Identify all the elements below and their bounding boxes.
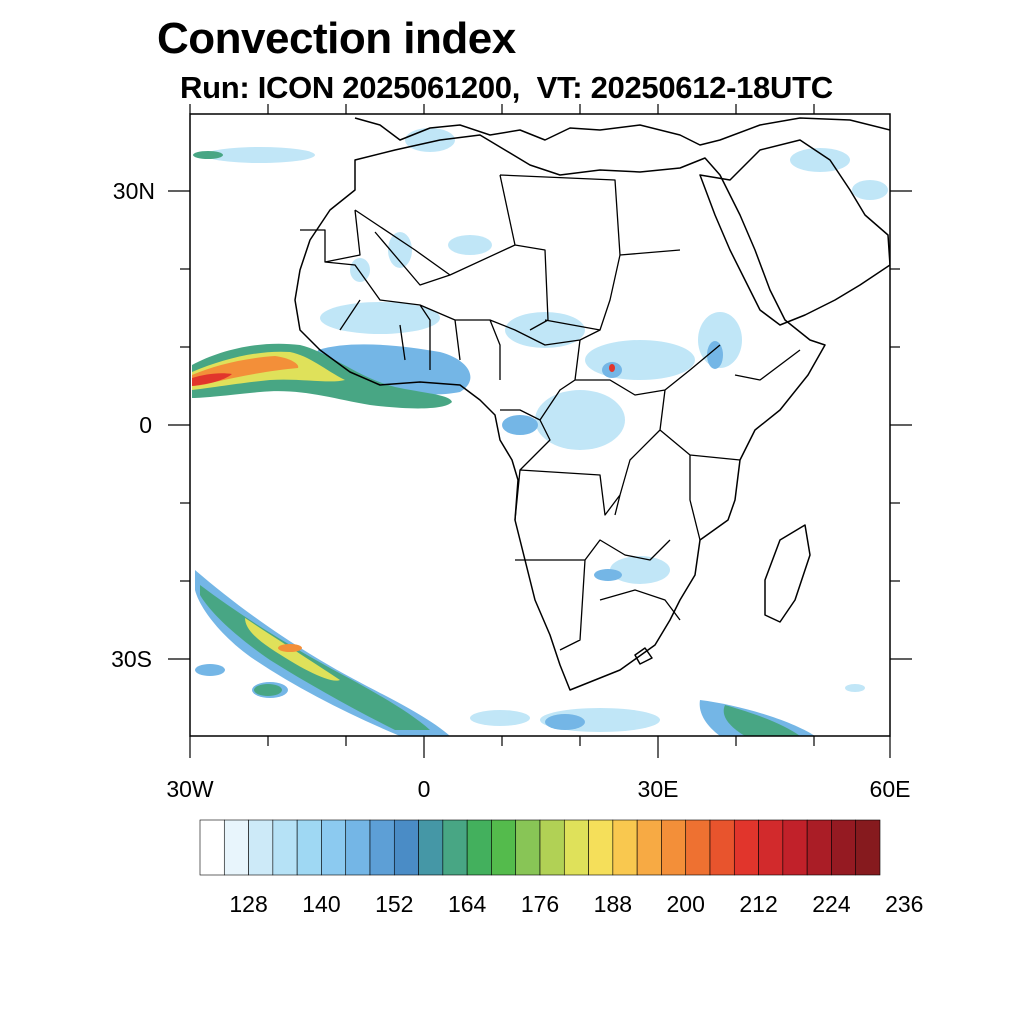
colorbar-swatch xyxy=(685,819,711,876)
colorbar-swatch xyxy=(758,819,784,876)
lat-label-30s: 30S xyxy=(111,646,152,672)
convection-field xyxy=(192,128,888,736)
lesotho-border xyxy=(634,647,653,665)
colorbar-labels: 128 140 152 164 176 188 200 212 224 236 xyxy=(229,891,923,917)
coastlines-and-borders xyxy=(294,117,890,691)
colorbar-swatch xyxy=(782,819,808,876)
lon-label-30w: 30W xyxy=(166,776,214,802)
lon-label-30e: 30E xyxy=(638,776,679,802)
colorbar-swatch xyxy=(272,819,298,876)
colorbar-swatch xyxy=(709,819,735,876)
chart-subtitle: Run: ICON 2025061200, VT: 20250612-18UTC xyxy=(180,70,833,105)
colorbar-swatch xyxy=(248,819,274,876)
colorbar-swatch xyxy=(515,819,541,876)
colorbar-swatch xyxy=(199,819,225,876)
africa-coastline xyxy=(294,134,826,691)
lon-label-0: 0 xyxy=(418,776,431,802)
arabian-peninsula-coastline xyxy=(699,139,890,326)
colorbar-label: 140 xyxy=(302,891,340,917)
colorbar-swatch xyxy=(296,819,322,876)
colorbar-label: 224 xyxy=(812,891,851,917)
colorbar-label: 212 xyxy=(739,891,777,917)
colorbar-swatch xyxy=(563,819,589,876)
colorbar-swatch xyxy=(539,819,565,876)
colorbar-swatch xyxy=(831,819,857,876)
colorbar-label: 176 xyxy=(521,891,559,917)
colorbar-swatch xyxy=(369,819,395,876)
colorbar-label: 128 xyxy=(229,891,267,917)
colorbar-swatch xyxy=(418,819,444,876)
colorbar-swatch xyxy=(636,819,662,876)
convection-areas-medium xyxy=(195,341,815,736)
colorbar-label: 164 xyxy=(448,891,487,917)
colorbar-label: 236 xyxy=(885,891,923,917)
lat-label-30n: 30N xyxy=(113,178,155,204)
madagascar-coastline xyxy=(764,524,811,623)
colorbar-swatch xyxy=(466,819,492,876)
colorbar-swatch xyxy=(223,819,249,876)
axis-ticks xyxy=(168,104,912,758)
colorbar-swatch xyxy=(855,819,881,876)
colorbar-swatch xyxy=(491,819,517,876)
convection-areas-light xyxy=(205,128,888,732)
convection-areas-red xyxy=(192,364,615,386)
colorbar-label: 152 xyxy=(375,891,413,917)
lat-label-0: 0 xyxy=(139,412,152,438)
colorbar-label: 188 xyxy=(594,891,632,917)
country-borders xyxy=(300,174,801,651)
colorbar-label: 200 xyxy=(667,891,705,917)
lon-label-60e: 60E xyxy=(870,776,911,802)
colorbar xyxy=(199,819,881,876)
colorbar-swatch xyxy=(806,819,832,876)
longitude-labels: 30W 0 30E 60E xyxy=(166,776,910,802)
latitude-labels: 30N 0 30S xyxy=(111,178,155,672)
colorbar-swatch xyxy=(345,819,371,876)
colorbar-swatch xyxy=(393,819,419,876)
europe-coastline xyxy=(354,117,890,146)
colorbar-swatch xyxy=(661,819,687,876)
colorbar-swatch xyxy=(321,819,347,876)
chart-title: Convection index xyxy=(157,14,516,63)
colorbar-swatch xyxy=(612,819,638,876)
colorbar-swatch xyxy=(733,819,759,876)
colorbar-swatch xyxy=(588,819,614,876)
colorbar-swatch xyxy=(442,819,468,876)
